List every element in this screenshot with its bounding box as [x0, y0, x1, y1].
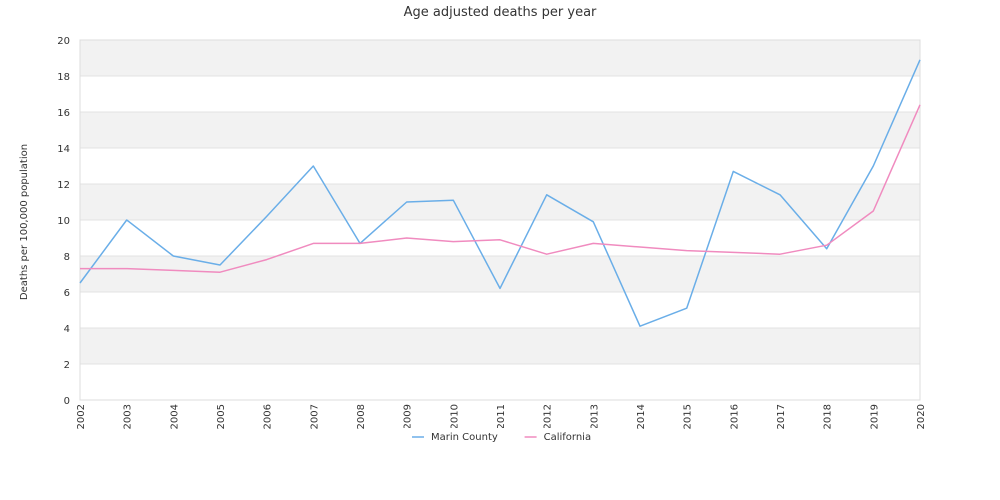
legend-background: [400, 428, 600, 446]
grid-band: [80, 364, 920, 400]
data-point[interactable]: [545, 252, 549, 256]
data-point[interactable]: [311, 241, 315, 245]
series-line[interactable]: [80, 104, 921, 273]
y-axis-label: Deaths per 100,000 population: [19, 144, 30, 300]
data-point[interactable]: [638, 324, 642, 328]
data-point[interactable]: [451, 198, 455, 202]
data-point[interactable]: [171, 268, 175, 272]
data-point[interactable]: [498, 238, 502, 242]
data-point[interactable]: [778, 252, 782, 256]
y-tick-label: 6: [64, 288, 70, 299]
grid-band: [80, 148, 920, 184]
x-tick-label: 2020: [916, 404, 927, 429]
x-tick-label: 2006: [263, 404, 274, 429]
grid-band: [80, 256, 920, 292]
data-point[interactable]: [498, 286, 502, 290]
data-point[interactable]: [125, 267, 129, 271]
data-point[interactable]: [265, 214, 269, 218]
legend-item[interactable]: Marin County: [412, 432, 498, 443]
data-point[interactable]: [405, 200, 409, 204]
data-point[interactable]: [78, 267, 82, 271]
data-point[interactable]: [731, 250, 735, 254]
x-tick-label: 2007: [309, 404, 320, 429]
grid-band: [80, 292, 920, 328]
y-tick-label: 18: [57, 72, 70, 83]
y-tick-label: 12: [57, 180, 70, 191]
data-point[interactable]: [871, 164, 875, 168]
x-tick-label: 2005: [216, 404, 227, 429]
plot-border: [79, 39, 921, 401]
x-tick-label: 2004: [169, 404, 180, 429]
x-axis-ticks: 2002 2003 2004 2005 2006 2007 2008 2009 2010 2011…: [76, 404, 927, 429]
grid-band: [80, 220, 920, 256]
data-point[interactable]: [78, 281, 82, 285]
legend[interactable]: Marin County California: [400, 428, 600, 446]
x-tick-label: 2018: [823, 404, 834, 429]
data-point[interactable]: [171, 254, 175, 258]
x-tick-label: 2011: [496, 404, 507, 429]
chart-title: Age adjusted deaths per year: [404, 5, 597, 20]
data-point[interactable]: [451, 240, 455, 244]
legend-label: California: [544, 432, 592, 443]
data-point[interactable]: [265, 258, 269, 262]
data-point[interactable]: [825, 243, 829, 247]
data-point[interactable]: [918, 58, 922, 62]
x-tick-label: 2013: [589, 404, 600, 429]
x-tick-label: 2002: [76, 404, 87, 429]
grid-band: [80, 40, 920, 76]
x-tick-label: 2016: [729, 404, 740, 429]
data-point[interactable]: [591, 241, 595, 245]
data-point[interactable]: [591, 220, 595, 224]
x-tick-label: 2017: [776, 404, 787, 429]
data-point[interactable]: [358, 241, 362, 245]
y-tick-label: 14: [57, 144, 70, 155]
data-point[interactable]: [685, 306, 689, 310]
series-line[interactable]: [79, 59, 921, 327]
data-point[interactable]: [545, 193, 549, 197]
data-point[interactable]: [125, 218, 129, 222]
x-tick-label: 2012: [543, 404, 554, 429]
data-point[interactable]: [218, 263, 222, 267]
y-tick-label: 16: [57, 108, 70, 119]
data-point[interactable]: [311, 164, 315, 168]
x-tick-label: 2008: [356, 404, 367, 429]
x-tick-label: 2010: [449, 404, 460, 429]
x-tick-label: 2019: [869, 404, 880, 429]
series-layer: [78, 58, 922, 328]
x-tick-label: 2003: [123, 404, 134, 429]
data-point[interactable]: [405, 236, 409, 240]
y-axis-ticks: 0 2 4 6 8 10 12 14 16 18 20: [57, 36, 70, 407]
y-tick-label: 8: [64, 252, 70, 263]
data-point[interactable]: [778, 193, 782, 197]
data-point[interactable]: [638, 245, 642, 249]
x-tick-label: 2015: [683, 404, 694, 429]
y-tick-label: 20: [57, 36, 70, 47]
data-point[interactable]: [918, 103, 922, 107]
x-tick-label: 2014: [636, 404, 647, 429]
legend-item[interactable]: California: [524, 432, 592, 443]
y-tick-label: 2: [64, 360, 70, 371]
grid-bands: [80, 40, 920, 400]
data-point[interactable]: [685, 249, 689, 253]
grid-band: [80, 76, 920, 112]
data-point[interactable]: [218, 270, 222, 274]
x-tick-label: 2009: [403, 404, 414, 429]
grid-band: [80, 184, 920, 220]
legend-label: Marin County: [431, 432, 498, 443]
data-point[interactable]: [731, 169, 735, 173]
grid-band: [80, 112, 920, 148]
grid-band: [80, 328, 920, 364]
y-tick-label: 4: [64, 324, 70, 335]
y-tick-label: 10: [57, 216, 70, 227]
data-point[interactable]: [825, 247, 829, 251]
data-point[interactable]: [871, 209, 875, 213]
y-tick-label: 0: [64, 396, 70, 407]
